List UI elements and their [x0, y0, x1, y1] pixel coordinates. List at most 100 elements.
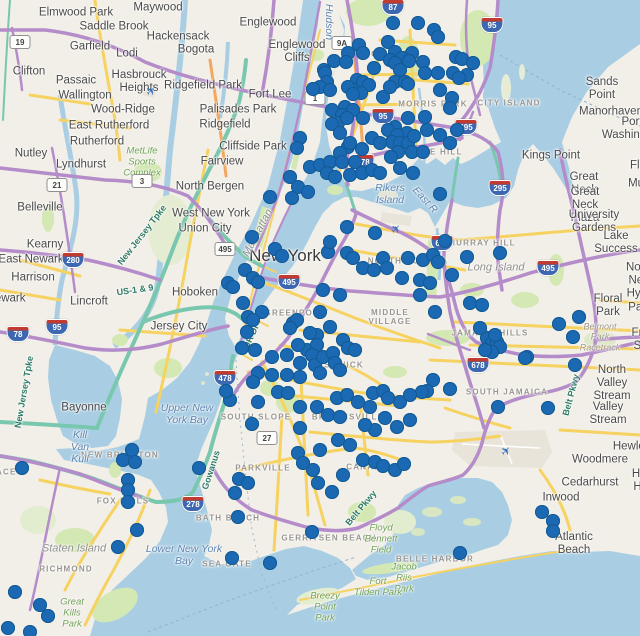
map-marker[interactable] [310, 400, 324, 414]
map-marker[interactable] [426, 373, 440, 387]
map-marker[interactable] [488, 328, 502, 342]
map-marker[interactable] [401, 77, 415, 91]
map-marker[interactable] [403, 413, 417, 427]
map-marker[interactable] [378, 411, 392, 425]
map-marker[interactable] [343, 168, 357, 182]
map-marker[interactable] [420, 123, 434, 137]
map-marker[interactable] [552, 317, 566, 331]
map-marker[interactable] [283, 321, 297, 335]
map-marker[interactable] [303, 326, 317, 340]
map-marker[interactable] [313, 305, 327, 319]
map-marker[interactable] [348, 343, 362, 357]
map-marker[interactable] [428, 305, 442, 319]
map-marker[interactable] [356, 46, 370, 60]
map-marker[interactable] [285, 191, 299, 205]
map-marker[interactable] [546, 524, 560, 538]
map-marker[interactable] [327, 54, 341, 68]
map-marker[interactable] [1, 621, 15, 635]
map-marker[interactable] [228, 486, 242, 500]
map-marker[interactable] [466, 56, 480, 70]
map-marker[interactable] [368, 226, 382, 240]
map-marker[interactable] [383, 80, 397, 94]
map-marker[interactable] [293, 421, 307, 435]
map-marker[interactable] [406, 166, 420, 180]
map-marker[interactable] [306, 463, 320, 477]
map-marker[interactable] [281, 386, 295, 400]
map-marker[interactable] [450, 123, 464, 137]
map-marker[interactable] [572, 310, 586, 324]
map-marker[interactable] [323, 320, 337, 334]
map-marker[interactable] [478, 343, 492, 357]
map-marker[interactable] [313, 443, 327, 457]
map-marker[interactable] [323, 235, 337, 249]
map-marker[interactable] [263, 556, 277, 570]
map-marker[interactable] [445, 268, 459, 282]
map-marker[interactable] [333, 363, 347, 377]
map-marker[interactable] [356, 453, 370, 467]
map-marker[interactable] [301, 185, 315, 199]
map-marker[interactable] [455, 52, 469, 66]
map-marker[interactable] [116, 453, 130, 467]
map-marker[interactable] [491, 400, 505, 414]
map-marker[interactable] [443, 136, 457, 150]
map-marker[interactable] [340, 388, 354, 402]
map-marker[interactable] [331, 433, 345, 447]
map-marker[interactable] [236, 296, 250, 310]
map-marker[interactable] [363, 400, 377, 414]
map-marker[interactable] [405, 145, 419, 159]
map-marker[interactable] [418, 110, 432, 124]
map-marker[interactable] [311, 476, 325, 490]
map-marker[interactable] [336, 468, 350, 482]
map-marker[interactable] [380, 261, 394, 275]
map-marker[interactable] [265, 350, 279, 364]
map-marker[interactable] [293, 400, 307, 414]
map-marker[interactable] [541, 401, 555, 415]
map-marker[interactable] [323, 155, 337, 169]
map-marker[interactable] [33, 598, 47, 612]
map-marker[interactable] [355, 142, 369, 156]
map-marker[interactable] [433, 83, 447, 97]
map-marker[interactable] [535, 505, 549, 519]
map-marker[interactable] [393, 63, 407, 77]
map-marker[interactable] [381, 391, 395, 405]
map-marker[interactable] [373, 166, 387, 180]
map-marker[interactable] [518, 351, 532, 365]
map-marker[interactable] [248, 343, 262, 357]
map-marker[interactable] [328, 170, 342, 184]
map-marker[interactable] [401, 111, 415, 125]
map-marker[interactable] [305, 525, 319, 539]
map-marker[interactable] [403, 388, 417, 402]
map-marker[interactable] [235, 341, 249, 355]
map-marker[interactable] [411, 16, 425, 30]
map-marker[interactable] [463, 296, 477, 310]
map-marker[interactable] [443, 101, 457, 115]
map-marker[interactable] [231, 510, 245, 524]
map-marker[interactable] [473, 321, 487, 335]
map-marker[interactable] [23, 625, 37, 636]
map-marker[interactable] [121, 495, 135, 509]
map-marker[interactable] [443, 382, 457, 396]
map-marker[interactable] [333, 126, 347, 140]
map-marker[interactable] [423, 276, 437, 290]
map-marker[interactable] [246, 313, 260, 327]
map-marker[interactable] [438, 234, 452, 248]
map-marker[interactable] [121, 483, 135, 497]
map-marker[interactable] [356, 111, 370, 125]
map-marker[interactable] [241, 476, 255, 490]
map-marker[interactable] [245, 230, 259, 244]
map-marker[interactable] [418, 66, 432, 80]
map-marker[interactable] [111, 540, 125, 554]
map-marker[interactable] [416, 55, 430, 69]
map-marker[interactable] [293, 356, 307, 370]
map-marker[interactable] [130, 523, 144, 537]
map-marker[interactable] [397, 457, 411, 471]
map-marker[interactable] [384, 150, 398, 164]
map-marker[interactable] [452, 71, 466, 85]
map-marker[interactable] [275, 249, 289, 263]
map-marker[interactable] [280, 368, 294, 382]
map-marker[interactable] [367, 61, 381, 75]
map-marker[interactable] [415, 385, 429, 399]
map-marker[interactable] [291, 338, 305, 352]
map-marker[interactable] [251, 275, 265, 289]
map-marker[interactable] [333, 410, 347, 424]
